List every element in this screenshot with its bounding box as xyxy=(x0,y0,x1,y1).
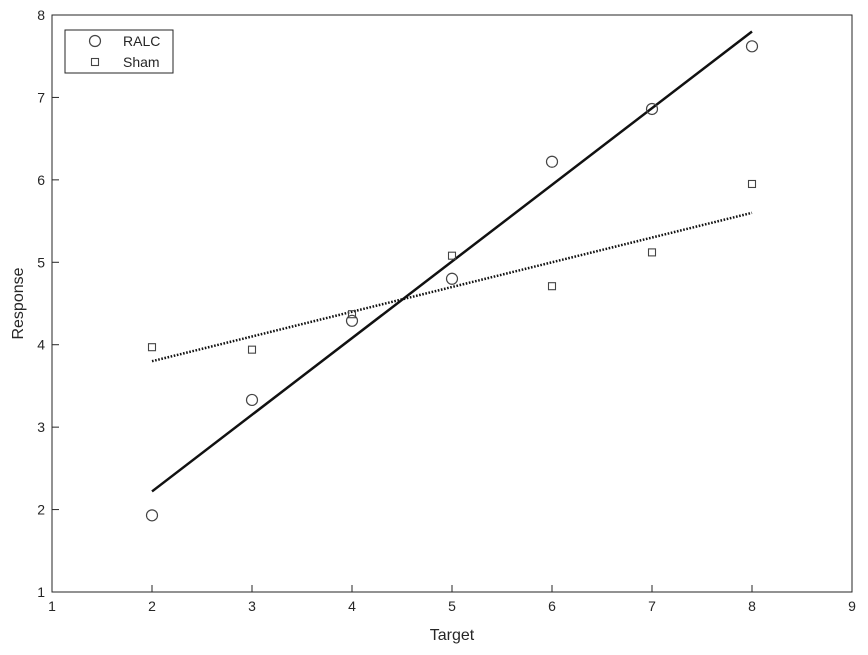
x-tick-label: 6 xyxy=(548,598,556,614)
x-tick-label: 2 xyxy=(148,598,156,614)
x-tick-label: 1 xyxy=(48,598,56,614)
x-axis-label: Target xyxy=(430,627,475,644)
legend: RALC Sham xyxy=(65,30,173,73)
y-axis-label: Response xyxy=(10,267,27,339)
x-tick-label: 5 xyxy=(448,598,456,614)
y-tick-label: 3 xyxy=(37,419,45,435)
y-tick-label: 8 xyxy=(37,7,45,23)
y-tick-label: 5 xyxy=(37,254,45,270)
x-tick-label: 9 xyxy=(848,598,856,614)
y-tick-label: 7 xyxy=(37,89,45,105)
y-tick-label: 1 xyxy=(37,584,45,600)
x-tick-label: 3 xyxy=(248,598,256,614)
legend-label-sham: Sham xyxy=(123,54,160,70)
x-tick-label: 7 xyxy=(648,598,656,614)
y-tick-label: 6 xyxy=(37,172,45,188)
plot-area xyxy=(52,15,852,592)
legend-label-ralc: RALC xyxy=(123,33,160,49)
y-tick-label: 2 xyxy=(37,502,45,518)
x-tick-label: 8 xyxy=(748,598,756,614)
x-tick-label: 4 xyxy=(348,598,356,614)
y-tick-label: 4 xyxy=(37,337,45,353)
